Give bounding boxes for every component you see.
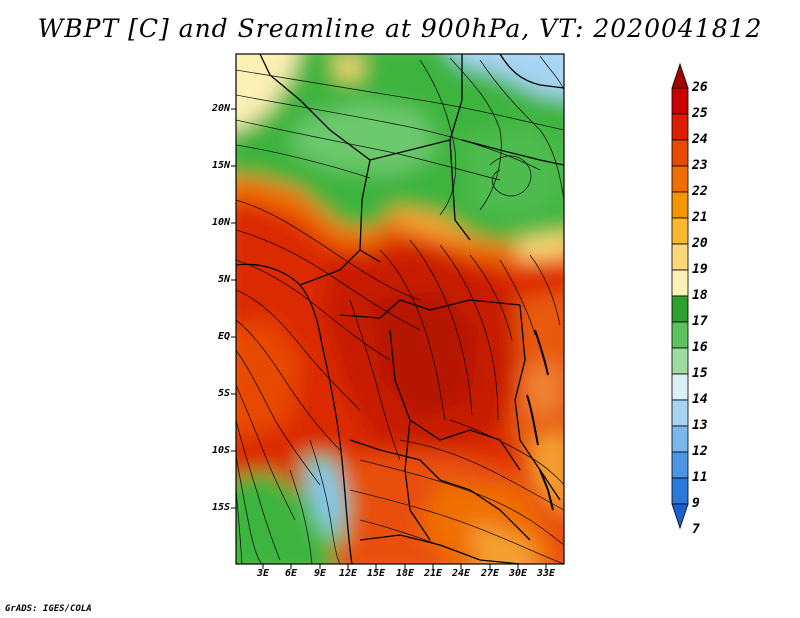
colorbar-label: 7	[692, 522, 700, 537]
lon-label-12e: 12E	[338, 568, 358, 579]
lat-label-eq: EQ	[217, 331, 230, 342]
colorbar-label: 9	[692, 496, 700, 511]
colorbar-segment	[671, 269, 689, 297]
lat-label-15s: 15S	[211, 502, 230, 513]
colorbar-segment	[671, 243, 689, 271]
lon-label-18e: 18E	[395, 568, 415, 579]
colorbar-label: 24	[692, 132, 708, 147]
colorbar-segment	[671, 321, 689, 349]
colorbar-top-arrow	[671, 62, 689, 89]
colorbar-segment	[671, 191, 689, 219]
colorbar-label: 23	[692, 158, 708, 173]
lat-label-20n: 20N	[211, 103, 230, 114]
lon-label-21e: 21E	[423, 568, 443, 579]
colorbar-label: 18	[692, 288, 708, 303]
colorbar-label: 19	[692, 262, 708, 277]
lon-label-6e: 6E	[284, 568, 298, 579]
lon-label-30e: 30E	[508, 568, 528, 579]
colorbar-segment	[671, 451, 689, 479]
lon-label-3e: 3E	[256, 568, 270, 579]
lon-label-24e: 24E	[451, 568, 471, 579]
colorbar-label: 13	[692, 418, 708, 433]
colorbar-segment	[671, 477, 689, 505]
colorbar-segment	[671, 347, 689, 375]
colorbar-segment	[671, 373, 689, 401]
colorbar-bottom-arrow	[671, 503, 689, 530]
colorbar-segment	[671, 165, 689, 193]
colorbar-label: 14	[692, 392, 708, 407]
colorbar-label: 17	[692, 314, 708, 329]
grads-credit: GrADS: IGES/COLA	[5, 604, 92, 614]
lat-label-10n: 10N	[211, 217, 230, 228]
colorbar-label: 20	[692, 236, 708, 251]
colorbar-segment	[671, 425, 689, 453]
colorbar-label: 16	[692, 340, 708, 355]
colorbar-segment	[671, 295, 689, 323]
map-frame	[235, 53, 565, 565]
colorbar-label: 25	[692, 106, 708, 121]
colorbar-label: 26	[692, 80, 708, 95]
lat-label-10s: 10S	[211, 445, 230, 456]
lat-label-15n: 15N	[211, 160, 230, 171]
colorbar-label: 11	[692, 470, 708, 485]
lon-label-33e: 33E	[536, 568, 556, 579]
colorbar-segment	[671, 87, 689, 115]
colorbar-segment	[671, 217, 689, 245]
colorbar-label: 12	[692, 444, 708, 459]
lon-label-27e: 27E	[480, 568, 500, 579]
lon-label-9e: 9E	[313, 568, 327, 579]
lon-label-15e: 15E	[366, 568, 386, 579]
temperature-field	[236, 54, 564, 564]
colorbar	[671, 62, 689, 530]
lat-label-5n: 5N	[217, 274, 230, 285]
lat-label-5s: 5S	[217, 388, 230, 399]
colorbar-label: 15	[692, 366, 708, 381]
map-title: WBPT [C] and Sreamline at 900hPa, VT: 20…	[37, 14, 763, 43]
colorbar-label: 21	[692, 210, 708, 225]
colorbar-segment	[671, 113, 689, 141]
colorbar-segment	[671, 399, 689, 427]
colorbar-label: 22	[692, 184, 708, 199]
colorbar-segment	[671, 139, 689, 167]
